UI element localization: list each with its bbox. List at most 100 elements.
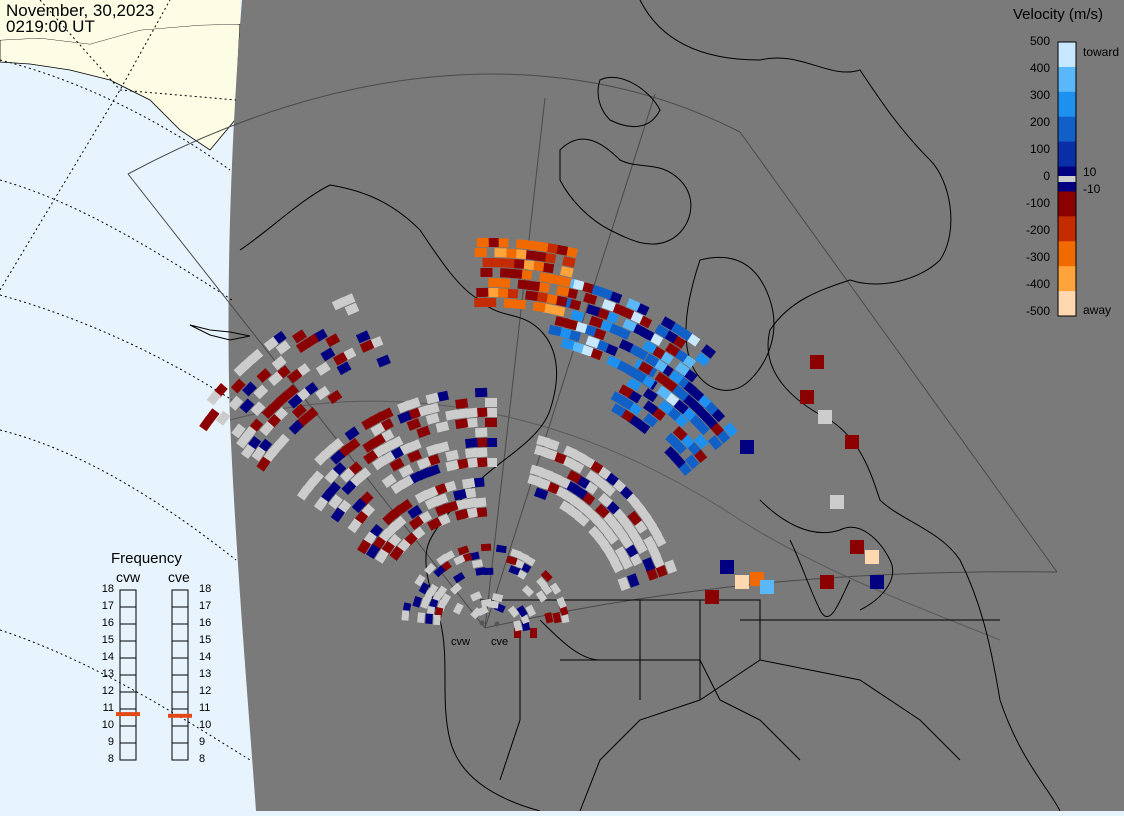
frequency-scale-label: 10 <box>92 719 114 731</box>
scatter-cell <box>735 575 749 589</box>
frequency-scale-label: 13 <box>199 668 221 680</box>
scatter-cell <box>465 448 478 458</box>
frequency-scale-label: 17 <box>92 600 114 612</box>
colorbar-tick-label: 200 <box>1010 115 1050 129</box>
timestamp-time: 0219:00 UT <box>6 18 95 36</box>
colorbar-tick-label: -500 <box>1010 304 1050 318</box>
colorbar-segment <box>1058 67 1076 92</box>
scatter-cell <box>845 435 859 449</box>
scatter-cell <box>800 390 814 404</box>
colorbar-segment <box>1058 216 1076 241</box>
scatter-cell <box>401 610 409 621</box>
scatter-cell <box>517 280 530 290</box>
scatter-cell <box>462 478 475 489</box>
colorbar-tick-label: 400 <box>1010 61 1050 75</box>
colorbar-tick-label: -100 <box>1010 196 1050 210</box>
frequency-scale-label: 9 <box>199 736 221 748</box>
scatter-cell <box>476 288 488 297</box>
colorbar-title: Velocity (m/s) <box>1013 6 1103 23</box>
frequency-scale-label: 11 <box>199 702 221 714</box>
scatter-cell <box>485 418 497 427</box>
frequency-scale-label: 8 <box>92 753 114 765</box>
frequency-scale-label: 18 <box>199 583 221 595</box>
scatter-cell <box>870 575 884 589</box>
scatter-cell <box>455 418 468 429</box>
scatter-cell <box>720 560 734 574</box>
scatter-cell <box>485 398 497 407</box>
radar-site-marker <box>480 621 485 626</box>
scatter-cell <box>516 239 529 249</box>
scatter-cell <box>425 614 433 624</box>
colorbar-ground-band <box>1058 176 1076 182</box>
scatter-cell <box>820 575 834 589</box>
frequency-marker <box>116 712 140 716</box>
colorbar-tick-label: 300 <box>1010 88 1050 102</box>
colorbar-segment <box>1058 92 1076 117</box>
scatter-cell <box>533 302 546 313</box>
site-label-cvw: cvw <box>451 636 470 648</box>
colorbar-segment <box>1058 241 1076 266</box>
frequency-title: Frequency <box>111 550 182 567</box>
frequency-scale-label: 15 <box>92 634 114 646</box>
frequency-scale-label: 9 <box>92 736 114 748</box>
site-label-cve: cve <box>491 636 508 648</box>
colorbar-tick-label: -300 <box>1010 250 1050 264</box>
scatter-cell <box>433 615 441 625</box>
scatter-cell <box>810 355 824 369</box>
scatter-cell <box>830 495 844 509</box>
scatter-cell <box>530 628 537 638</box>
scatter-cell <box>740 440 754 454</box>
frequency-scale-label: 17 <box>199 600 221 612</box>
scatter-cell <box>496 545 507 553</box>
frequency-marker <box>168 714 192 718</box>
scatter-cell <box>760 580 774 594</box>
frequency-scale-label: 10 <box>199 719 221 731</box>
scatter-cell <box>465 438 478 448</box>
scatter-cell <box>417 612 425 623</box>
frequency-scale-label: 11 <box>92 702 114 714</box>
scatter-cell <box>481 599 492 607</box>
colorbar-segment <box>1058 266 1076 291</box>
scatter-cell <box>474 298 486 307</box>
scatter-cell <box>483 258 495 267</box>
colorbar-segment <box>1058 117 1076 142</box>
frequency-label-cve: cve <box>168 569 190 585</box>
colorbar-segment <box>1058 42 1076 67</box>
frequency-scale-label: 14 <box>199 651 221 663</box>
scatter-cell <box>850 540 864 554</box>
frequency-scale-label: 8 <box>199 753 221 765</box>
scatter-cell <box>480 268 492 277</box>
scatter-cell <box>475 388 487 397</box>
frequency-label-cvw: cvw <box>116 569 140 585</box>
toward-label: toward <box>1083 45 1119 59</box>
scatter-cell <box>539 272 552 283</box>
frequency-scale-label: 12 <box>199 685 221 697</box>
colorbar-segment <box>1058 191 1076 216</box>
colorbar-tick-label: -400 <box>1010 277 1050 291</box>
colorbar-tick-label: -200 <box>1010 223 1050 237</box>
ground-label-neg: -10 <box>1083 182 1100 196</box>
frequency-scale-label: 12 <box>92 685 114 697</box>
scatter-cell <box>865 550 879 564</box>
scatter-cell <box>818 410 832 424</box>
frequency-scale-label: 18 <box>92 583 114 595</box>
frequency-scale-label: 15 <box>199 634 221 646</box>
colorbar-tick-label: 100 <box>1010 142 1050 156</box>
frequency-scale-label: 16 <box>92 617 114 629</box>
colorbar-tick-label: 500 <box>1010 34 1050 48</box>
away-label: away <box>1083 303 1111 317</box>
scatter-cell <box>705 590 719 604</box>
scatter-cell <box>500 268 512 277</box>
scatter-cell <box>455 398 468 408</box>
scatter-cell <box>494 248 506 257</box>
frequency-scale-label: 16 <box>199 617 221 629</box>
colorbar-segment <box>1058 142 1076 167</box>
radar-site-marker <box>495 622 500 627</box>
frequency-scale-label: 14 <box>92 651 114 663</box>
colorbar-tick-label: 0 <box>1010 169 1050 183</box>
colorbar-segment <box>1058 291 1076 316</box>
ground-label-pos: 10 <box>1083 165 1096 179</box>
scatter-cell <box>475 428 487 438</box>
